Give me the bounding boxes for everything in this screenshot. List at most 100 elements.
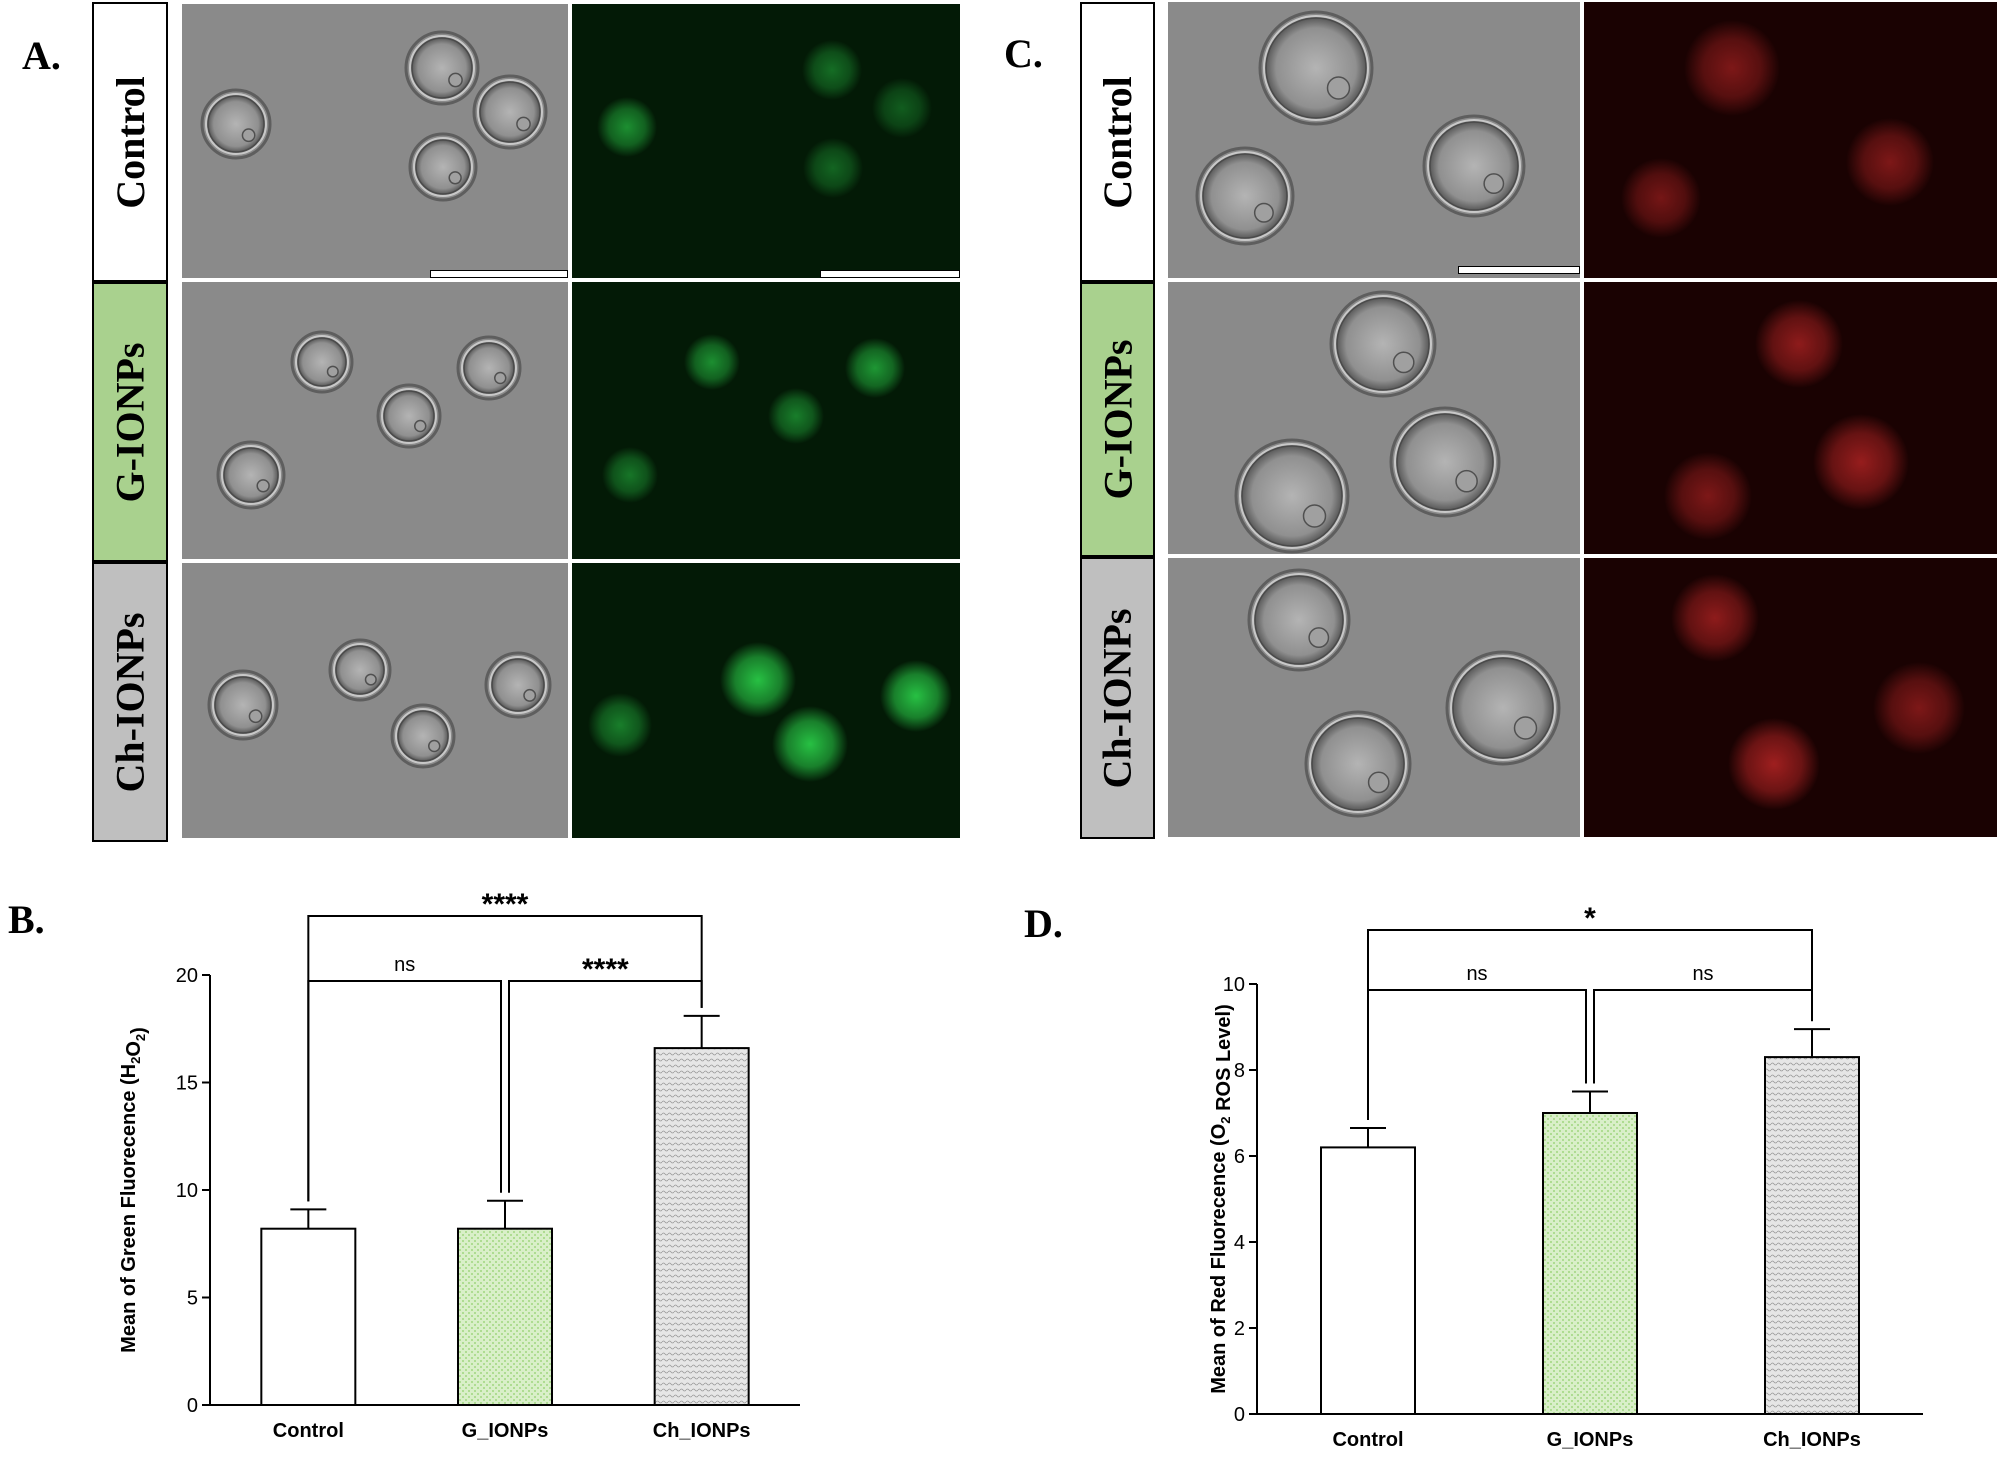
fluorescent-oocyte bbox=[597, 97, 657, 157]
x-tick-label: G_IONPs bbox=[1547, 1429, 1634, 1451]
oocyte bbox=[472, 74, 548, 150]
oocyte bbox=[290, 330, 354, 394]
panel-c-label-control: Control bbox=[1080, 2, 1155, 282]
fluorescent-oocyte bbox=[1813, 414, 1909, 510]
significance-bracket bbox=[1593, 989, 1813, 1084]
fluorescent-oocyte bbox=[1755, 300, 1843, 388]
y-tick-label: 15 bbox=[176, 1073, 198, 1095]
chart-d: 0 2 4 6 8 10 Mean of Red Fluorecence (O2 ROS L… bbox=[1195, 880, 1935, 1455]
y-tick-label: 20 bbox=[176, 965, 198, 987]
oocyte bbox=[1304, 710, 1412, 818]
fluorescent-oocyte bbox=[588, 693, 652, 757]
oocyte bbox=[484, 651, 552, 719]
fluorescent-oocyte bbox=[1728, 718, 1820, 810]
panel-a-row-label: Ch-IONPs bbox=[107, 611, 153, 793]
significance-label: **** bbox=[482, 888, 529, 921]
chart-d-svg: 0 2 4 6 8 10 Mean of Red Fluorecence (O2 ROS L… bbox=[1208, 902, 1923, 1451]
fluorescent-oocyte bbox=[684, 334, 740, 390]
panel-c-fluorescence-row1 bbox=[1584, 2, 1997, 278]
scale-bar bbox=[820, 270, 960, 278]
significance-bracket bbox=[307, 980, 502, 1202]
panel-a-fluorescence-row2 bbox=[572, 282, 960, 559]
panel-c-fluorescence-row3 bbox=[1584, 558, 1997, 837]
bar-g-ionps bbox=[1542, 1112, 1638, 1415]
significance-label: ns bbox=[1466, 963, 1487, 985]
oocyte bbox=[1247, 568, 1351, 672]
panel-a-label-control: Control bbox=[92, 2, 168, 282]
fluorescent-oocyte bbox=[772, 706, 848, 782]
panel-c-brightfield-row3 bbox=[1168, 558, 1580, 837]
y-tick-label: 8 bbox=[1234, 1060, 1245, 1082]
oocyte bbox=[456, 335, 522, 401]
fluorescent-oocyte bbox=[768, 388, 824, 444]
x-tick-label: Control bbox=[273, 1420, 344, 1442]
panel-d-letter: D. bbox=[1024, 901, 1063, 946]
panel-c-row-label: G-IONPs bbox=[1095, 339, 1140, 500]
y-axis-label: Mean of Green Fluorecence (H2O2) bbox=[118, 1027, 150, 1353]
panel-a-letter: A. bbox=[22, 33, 61, 78]
fluorescent-oocyte bbox=[1873, 662, 1965, 754]
oocyte bbox=[1195, 146, 1295, 246]
panel-c-fluorescence-row2 bbox=[1584, 282, 1997, 554]
x-tick-label: G_IONPs bbox=[462, 1420, 549, 1442]
oocyte bbox=[1329, 290, 1437, 398]
significance-label: ns bbox=[1692, 963, 1713, 985]
panel-a-fluorescence-row3 bbox=[572, 563, 960, 838]
fluorescent-oocyte bbox=[1621, 158, 1701, 238]
oocyte bbox=[1389, 406, 1501, 518]
oocyte bbox=[408, 132, 478, 202]
fluorescent-oocyte bbox=[872, 78, 932, 138]
panel-a-label-g-ionps: G-IONPs bbox=[92, 282, 168, 562]
fluorescent-oocyte bbox=[1664, 452, 1752, 540]
scale-bar bbox=[430, 270, 568, 278]
bar-ch-ionps bbox=[653, 1047, 750, 1406]
panel-c-brightfield-row2 bbox=[1168, 282, 1580, 554]
panel-c-row-label: Control bbox=[1095, 75, 1141, 209]
significance-bracket bbox=[508, 980, 703, 1193]
panel-a-brightfield-row1 bbox=[182, 4, 568, 278]
panel-a-label-ch-ionps: Ch-IONPs bbox=[92, 562, 168, 842]
panel-c-label-g-ionps: G-IONPs bbox=[1080, 282, 1155, 557]
oocyte bbox=[1422, 114, 1526, 218]
significance-label: ns bbox=[394, 954, 415, 976]
panel-c-letter: C. bbox=[1004, 31, 1043, 76]
oocyte bbox=[207, 669, 279, 741]
panel-a-row-label: Control bbox=[107, 75, 153, 209]
y-tick-label: 0 bbox=[187, 1395, 198, 1417]
chart-b-svg: 0 5 10 15 20 Mean of Green Fluorecence (H2O2)… bbox=[118, 888, 800, 1442]
panel-c-row-label: Ch-IONPs bbox=[1095, 607, 1140, 789]
scale-bar bbox=[1458, 266, 1580, 274]
significance-label: **** bbox=[582, 953, 629, 986]
panel-a-row-label: G-IONPs bbox=[107, 342, 153, 502]
oocyte bbox=[376, 383, 442, 449]
significance-bracket bbox=[1367, 989, 1587, 1121]
bar-ch-ionps bbox=[1764, 1056, 1860, 1415]
oocyte bbox=[1258, 10, 1374, 126]
bar-control bbox=[260, 1227, 357, 1407]
oocyte bbox=[328, 638, 392, 702]
fluorescent-oocyte bbox=[803, 138, 863, 198]
fluorescent-oocyte bbox=[880, 660, 952, 732]
oocyte bbox=[200, 88, 272, 160]
panel-a-brightfield-row2 bbox=[182, 282, 568, 559]
y-tick-label: 0 bbox=[1234, 1404, 1245, 1426]
y-axis-label: Mean of Red Fluorecence (O2 ROS Level) bbox=[1208, 1004, 1235, 1394]
panel-c-brightfield-row1 bbox=[1168, 2, 1580, 278]
significance-label: * bbox=[1584, 902, 1596, 935]
bar-g-ionps bbox=[457, 1227, 553, 1407]
chart-b: 0 5 10 15 20 Mean of Green Fluorecence (H2O2)… bbox=[110, 870, 810, 1455]
fluorescent-oocyte bbox=[1846, 118, 1934, 206]
significance-bracket bbox=[307, 915, 703, 1202]
fluorescent-oocyte bbox=[602, 447, 658, 503]
oocyte bbox=[1234, 438, 1350, 554]
y-tick-label: 4 bbox=[1234, 1232, 1245, 1254]
panel-b-letter: B. bbox=[8, 897, 45, 942]
panel-c-label-ch-ionps: Ch-IONPs bbox=[1080, 557, 1155, 839]
fluorescent-oocyte bbox=[1684, 20, 1780, 116]
x-tick-label: Ch_IONPs bbox=[1763, 1429, 1861, 1451]
bar-control bbox=[1320, 1146, 1416, 1415]
y-tick-label: 10 bbox=[176, 1180, 198, 1202]
y-tick-label: 2 bbox=[1234, 1318, 1245, 1340]
x-tick-label: Ch_IONPs bbox=[653, 1420, 751, 1442]
y-tick-label: 5 bbox=[187, 1288, 198, 1310]
